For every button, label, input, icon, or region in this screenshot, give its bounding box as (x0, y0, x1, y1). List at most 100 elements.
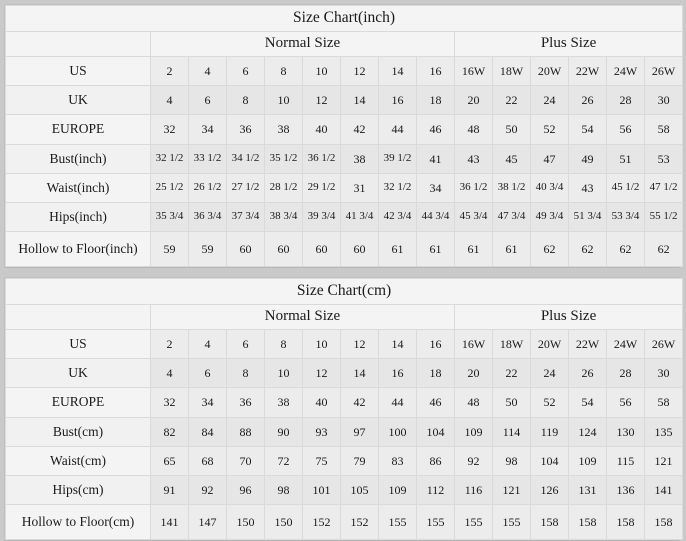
cell: 49 3/4 (530, 202, 569, 232)
cell: 119 (530, 417, 569, 447)
cell: 61 (416, 231, 455, 267)
cell: 62 (568, 231, 607, 267)
table-row: UK 4 6 8 10 12 14 16 18 20 22 24 26 28 3… (5, 358, 684, 388)
cell: 40 (302, 114, 341, 145)
cell: 18 (416, 358, 455, 388)
cell: 58 (643, 114, 684, 145)
cell: 28 (606, 85, 645, 115)
cell: 97 (340, 417, 379, 447)
table-row: Bust(cm) 82 84 88 90 93 97 100 104 109 1… (5, 417, 684, 447)
cell: 27 1/2 (226, 173, 265, 203)
cell: 109 (378, 475, 417, 505)
cell: 12 (302, 358, 341, 388)
cell: 6 (188, 85, 227, 115)
cell: 104 (416, 417, 455, 447)
table-row: EUROPE 32 34 36 38 40 42 44 46 48 50 52 … (5, 114, 684, 145)
cell: 37 3/4 (226, 202, 265, 232)
cell: 30 (643, 358, 684, 388)
cell: 38 (264, 387, 303, 418)
cell: 104 (530, 446, 569, 476)
cell: 18W (492, 56, 531, 86)
cell: 8 (264, 56, 303, 86)
cell: 32 1/2 (378, 173, 417, 203)
cell: 141 (150, 504, 189, 540)
cell: 135 (643, 417, 684, 447)
cell: 65 (150, 446, 189, 476)
cell: 98 (492, 446, 531, 476)
cell: 39 3/4 (302, 202, 341, 232)
cell: 26 (568, 85, 607, 115)
cell: 43 (454, 144, 493, 174)
cell: 42 3/4 (378, 202, 417, 232)
table-row: Hips(cm) 91 92 96 98 101 105 109 112 116… (5, 475, 684, 505)
cell: 40 3/4 (530, 173, 569, 203)
chart-title: Size Chart(inch) (4, 5, 684, 32)
cell: 152 (302, 504, 341, 540)
cell: 16W (454, 329, 493, 359)
cell: 155 (454, 504, 493, 540)
cell: 48 (454, 114, 493, 145)
cell: 28 1/2 (264, 173, 303, 203)
row-label-uk: UK (5, 85, 151, 115)
cell: 90 (264, 417, 303, 447)
cell: 14 (378, 56, 417, 86)
row-label-bust: Bust(cm) (5, 417, 151, 447)
cell: 91 (150, 475, 189, 505)
table-row: Waist(cm) 65 68 70 72 75 79 83 86 92 98 … (5, 446, 684, 476)
cell: 4 (188, 329, 227, 359)
table-row: Hollow to Floor(inch) 59 59 60 60 60 60 … (5, 231, 684, 267)
cell: 36 1/2 (454, 173, 493, 203)
cell: 105 (340, 475, 379, 505)
cell: 56 (606, 387, 645, 418)
group-header-plus-size: Plus Size (453, 304, 684, 330)
cell: 26 1/2 (188, 173, 227, 203)
group-header-plus-size: Plus Size (453, 31, 684, 57)
cell: 92 (188, 475, 227, 505)
cell: 6 (188, 358, 227, 388)
table-row: Hollow to Floor(cm) 141 147 150 150 152 … (5, 504, 684, 540)
cell: 92 (454, 446, 493, 476)
cell: 155 (416, 504, 455, 540)
cell: 116 (454, 475, 493, 505)
cell: 131 (568, 475, 607, 505)
cell: 14 (340, 85, 379, 115)
cell: 29 1/2 (302, 173, 341, 203)
cell: 36 3/4 (188, 202, 227, 232)
cell: 75 (302, 446, 341, 476)
cell: 38 1/2 (492, 173, 531, 203)
cell: 59 (150, 231, 189, 267)
cell: 2 (150, 329, 189, 359)
cell: 96 (226, 475, 265, 505)
row-label-uk: UK (5, 358, 151, 388)
cell: 61 (454, 231, 493, 267)
cell: 18W (492, 329, 531, 359)
cell: 48 (454, 387, 493, 418)
cell: 4 (150, 358, 189, 388)
row-label-waist: Waist(inch) (5, 173, 151, 203)
cell: 46 (416, 387, 455, 418)
cell: 121 (492, 475, 531, 505)
cell: 136 (606, 475, 645, 505)
cell: 22W (568, 56, 607, 86)
cell: 52 (530, 114, 569, 145)
cell: 83 (378, 446, 417, 476)
row-label-hollow-to-floor: Hollow to Floor(inch) (5, 231, 151, 267)
cell: 12 (302, 85, 341, 115)
row-label-europe: EUROPE (5, 387, 151, 418)
cell: 55 1/2 (643, 202, 684, 232)
cell: 45 3/4 (454, 202, 493, 232)
cell: 109 (568, 446, 607, 476)
cell: 41 (416, 144, 455, 174)
cell: 158 (643, 504, 684, 540)
cell: 12 (340, 329, 379, 359)
size-table-inch: Size Chart(inch) Normal Size Plus Size U… (4, 5, 684, 267)
row-label-europe: EUROPE (5, 114, 151, 145)
cell: 4 (188, 56, 227, 86)
cell: 158 (530, 504, 569, 540)
cell: 68 (188, 446, 227, 476)
table-row: UK 4 6 8 10 12 14 16 18 20 22 24 26 28 3… (5, 85, 684, 115)
cell: 58 (643, 387, 684, 418)
cell: 70 (226, 446, 265, 476)
cell: 4 (150, 85, 189, 115)
cell: 20W (530, 329, 569, 359)
